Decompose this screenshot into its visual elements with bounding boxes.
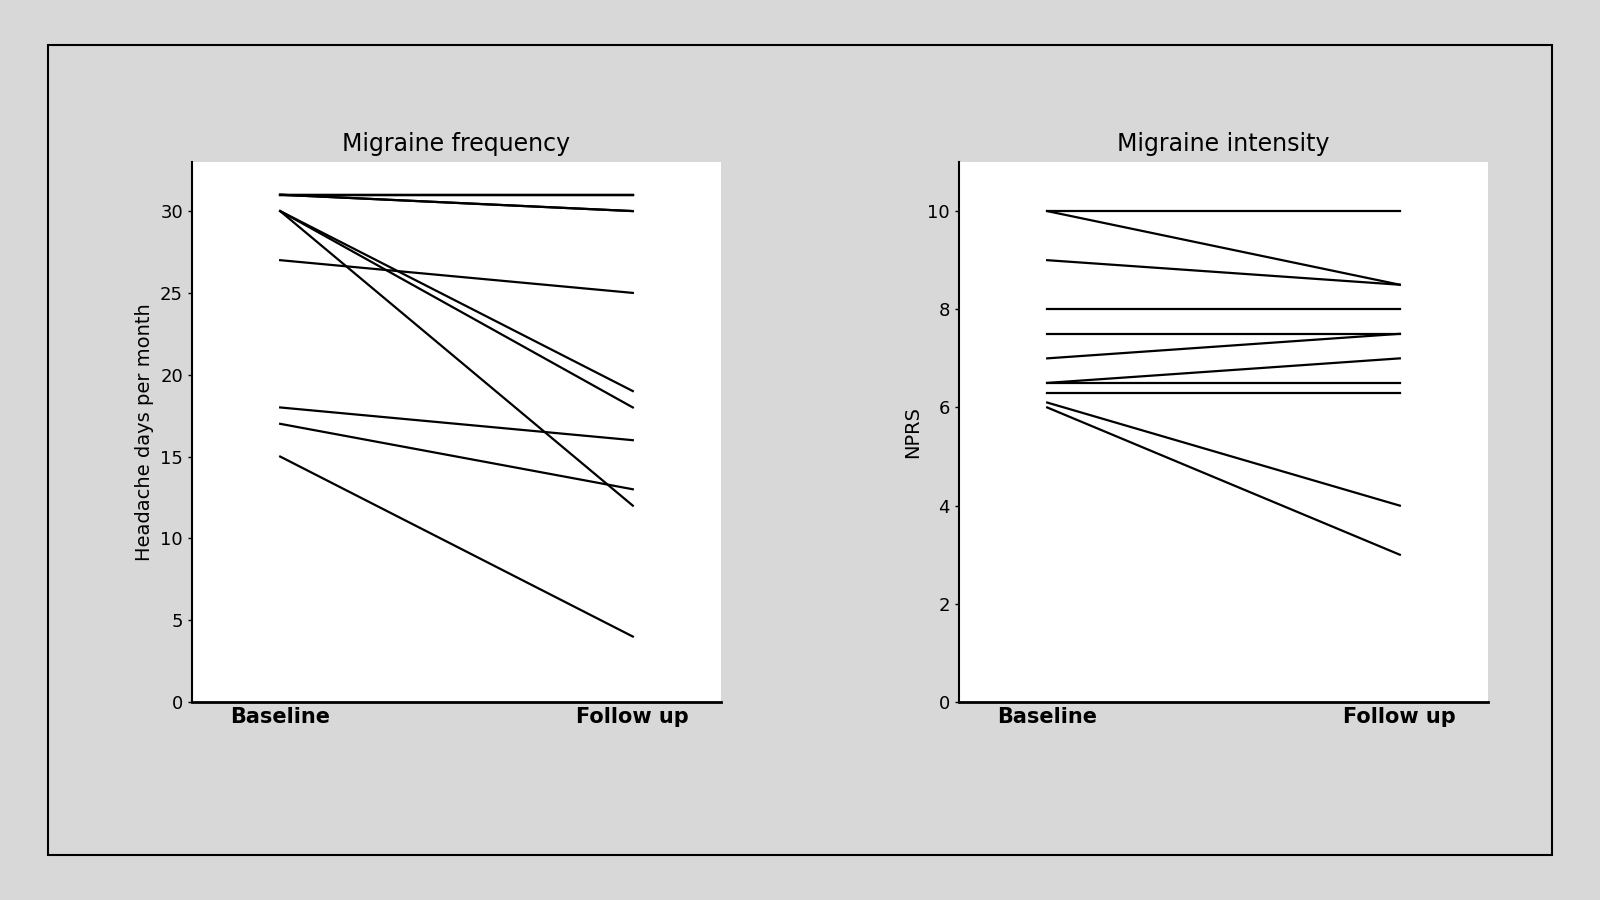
Title: Migraine intensity: Migraine intensity	[1117, 132, 1330, 156]
Title: Migraine frequency: Migraine frequency	[342, 132, 571, 156]
Y-axis label: NPRS: NPRS	[902, 406, 922, 458]
Y-axis label: Headache days per month: Headache days per month	[136, 303, 155, 561]
